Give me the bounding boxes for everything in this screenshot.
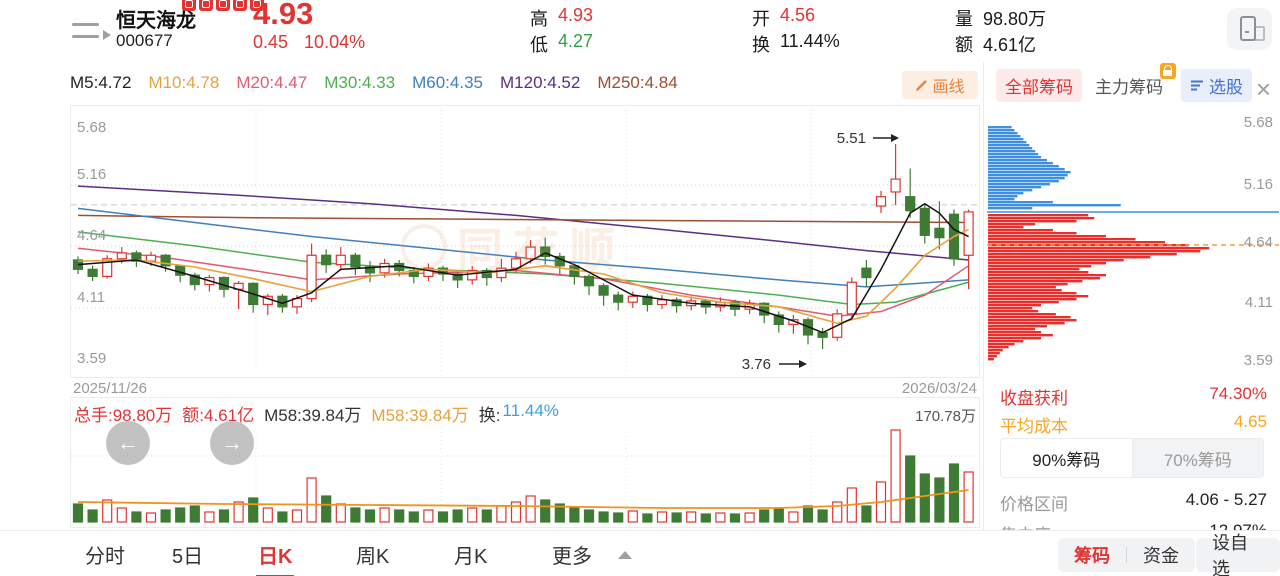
chip-panel-tabs: 全部筹码 主力筹码 选股 × [984, 62, 1280, 104]
tab-daily-k[interactable]: 日K [255, 540, 295, 576]
chip-axis-tick: 4.11 [1244, 294, 1273, 311]
stat-low: 低 4.27 [530, 31, 594, 55]
profit-row: 收盘获利 74.30% [1000, 384, 1267, 408]
caret-up-icon[interactable] [618, 551, 632, 559]
concentration-row: 集中度 12.97% [1000, 521, 1267, 530]
fund-button[interactable]: 资金 [1143, 546, 1179, 566]
svg-text:5.51: 5.51 [837, 130, 866, 147]
amount: 额:4.61亿 [182, 406, 255, 425]
tab-main-chips[interactable]: 主力筹码 [1095, 62, 1176, 98]
stock-badge-icon [182, 0, 196, 11]
avg-cost-value: 4.65 [1233, 412, 1267, 431]
tab-weekly-k[interactable]: 周K [356, 546, 390, 568]
date-axis: 2025/11/26 2026/03/24 [70, 380, 980, 397]
volume-chart[interactable] [70, 397, 980, 528]
volume-svg [71, 428, 979, 523]
svg-text:3.76: 3.76 [742, 356, 771, 373]
current-price: 4.93 [253, 0, 314, 31]
profit-value: 74.30% [1209, 384, 1267, 403]
tab-70-percent-chips[interactable]: 70%筹码 [1163, 450, 1232, 470]
chip-axis-tick: 5.68 [1243, 114, 1273, 131]
ma120-label: M120:4.52 [500, 73, 581, 92]
chip-axis-tick: 4.64 [1243, 234, 1273, 251]
ma30-label: M30:4.33 [324, 73, 396, 92]
watchlist-button-group: 设自选 [1196, 533, 1280, 576]
switch-line-icon [72, 23, 99, 26]
chip-axis-tick: 3.59 [1243, 352, 1273, 369]
stat-volume: 量 98.80万 [955, 9, 1047, 29]
tab-minute-chart[interactable]: 分时 [85, 546, 125, 568]
next-page-button[interactable]: → [210, 421, 254, 465]
stock-picker-button[interactable]: 选股 [1181, 68, 1252, 102]
filter-icon [1191, 80, 1203, 90]
price-range-row: 价格区间 4.06 - 5.27 [1000, 490, 1267, 514]
date-start: 2025/11/26 [73, 380, 147, 397]
prev-page-button[interactable]: ← [106, 421, 150, 465]
ma10-label: M10:4.78 [148, 73, 220, 92]
stat-high: 高 4.93 [530, 5, 594, 29]
switch-stock-icon[interactable] [72, 16, 111, 48]
tab-monthly-k[interactable]: 月K [454, 546, 488, 568]
svg-text:4.64: 4.64 [77, 227, 106, 244]
volume-max-label: 170.78万 [915, 408, 976, 425]
ma250-label: M250:4.84 [597, 73, 678, 92]
close-icon[interactable]: × [1255, 74, 1271, 104]
avg-cost-row: 平均成本 4.65 [1000, 412, 1267, 436]
stock-badge-icon [199, 0, 213, 11]
change-percent: 10.04% [304, 32, 366, 52]
svg-text:3.59: 3.59 [77, 350, 106, 367]
add-watchlist-button[interactable]: 设自选 [1212, 533, 1248, 576]
chip-button[interactable]: 筹码 [1074, 546, 1110, 566]
switch-line-icon [72, 35, 99, 38]
vol-ma5: M58:39.84万 [264, 406, 362, 425]
chip-range-tabs: 90%筹码 70%筹码 [1000, 438, 1264, 478]
kline-chart[interactable]: 5.513.765.685.164.644.113.59 同花顺 [70, 105, 980, 378]
ma60-label: M60:4.35 [412, 73, 483, 92]
vol-ma10: M58:39.84万 [371, 406, 469, 425]
arrow-right-icon [103, 30, 111, 40]
date-end: 2026/03/24 [901, 380, 977, 397]
rotate-screen-button[interactable] [1227, 8, 1272, 50]
stat-open: 开 4.56 [752, 5, 816, 29]
svg-text:5.16: 5.16 [77, 166, 106, 183]
turnover-label: 换: [478, 406, 501, 425]
bottom-bar: 分时 5日 日K 周K 月K 更多 筹码 资金 设自选 [0, 530, 1280, 576]
stock-name: 恒天海龙 [116, 10, 196, 32]
chip-histogram [987, 126, 1279, 361]
stock-badge-icon [233, 0, 247, 11]
stock-code: 000677 [116, 31, 173, 50]
ma-indicator-row: M5:4.72 M10:4.78 M20:4.47 M30:4.33 M60:4… [70, 73, 678, 93]
chip-axis-tick: 5.16 [1243, 176, 1273, 193]
chip-distribution-panel: 全部筹码 主力筹码 选股 × 5.68 5.16 4.64 4. [983, 62, 1280, 530]
draw-line-button[interactable]: 画线 [902, 71, 978, 99]
tab-90-percent-chips[interactable]: 90%筹码 [1001, 439, 1133, 477]
kline-svg: 5.51 3.76 5.68 5.16 4.64 4.11 3.59 [71, 110, 979, 373]
tab-more[interactable]: 更多 [552, 546, 592, 568]
turnover-value: 11.44% [502, 401, 559, 420]
stat-turnover: 换 11.44% [752, 31, 840, 55]
stat-amount: 额 4.61亿 [955, 35, 1037, 55]
lock-icon [1160, 62, 1176, 79]
svg-text:4.11: 4.11 [77, 289, 105, 306]
tab-all-chips[interactable]: 全部筹码 [996, 68, 1082, 102]
price-change: 0.45 10.04% [253, 32, 365, 53]
price-range-value: 4.06 - 5.27 [1185, 490, 1267, 509]
total-hands: 总手:98.80万 [74, 406, 173, 425]
svg-text:5.68: 5.68 [77, 119, 106, 136]
stock-badge-icon [216, 0, 230, 11]
pencil-icon [916, 79, 928, 91]
ma5-label: M5:4.72 [70, 73, 132, 92]
change-amount: 0.45 [253, 32, 289, 52]
ma20-label: M20:4.47 [236, 73, 308, 92]
tab-5day[interactable]: 5日 [172, 546, 204, 568]
concentration-value: 12.97% [1209, 521, 1267, 530]
volume-stats-row: 总手:98.80万 额:4.61亿 M58:39.84万 M58:39.84万 … [74, 401, 569, 426]
stock-badges [182, 0, 267, 11]
stock-badge-icon [250, 0, 264, 11]
chip-fund-button-group: 筹码 资金 [1058, 538, 1195, 572]
